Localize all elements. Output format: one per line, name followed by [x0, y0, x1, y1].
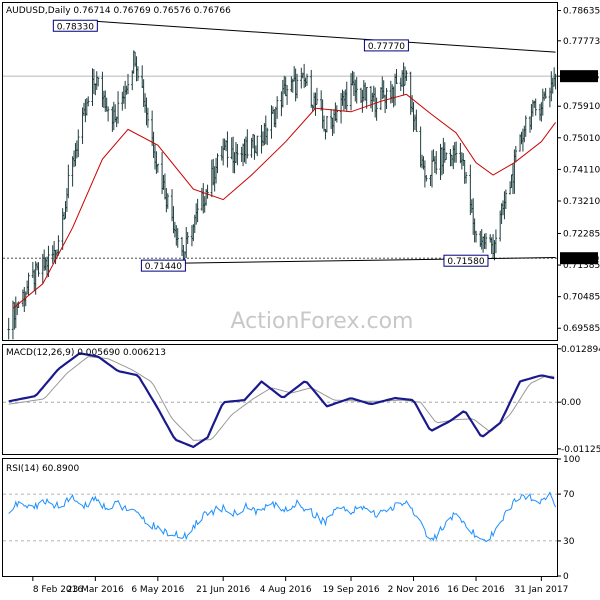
- macd-panel-title: MACD(12,26,9) 0.005690 0.006213: [6, 348, 166, 358]
- macd-y-tick-label: 0.00: [561, 398, 581, 408]
- trendline-resistance: [95, 20, 556, 53]
- x-tick-label: 21 Jun 2016: [196, 585, 250, 595]
- rsi-panel-frame: [2, 458, 558, 577]
- rsi-y-tick-label: 100: [563, 455, 580, 465]
- macd-panel-frame: [2, 344, 558, 455]
- macd-y-tick-label: -0.011253: [561, 445, 600, 455]
- annotation-label: 0.77770: [368, 42, 405, 52]
- x-tick-label: 2 Nov 2016: [388, 585, 440, 595]
- rsi-y-tick-label: 70: [563, 490, 575, 500]
- rsi-y-tick-label: 0: [563, 572, 569, 582]
- x-tick-label: 6 May 2016: [131, 585, 184, 595]
- moving-average-line: [12, 93, 557, 309]
- price-y-tick-label: 0.73210: [563, 197, 600, 207]
- price-y-tick-label: 0.71385: [563, 261, 600, 271]
- price-y-tick-label: 0.74110: [563, 165, 600, 175]
- macd-line: [8, 352, 555, 449]
- x-tick-label: 31 Jan 2017: [514, 585, 568, 595]
- x-tick-label: 4 Aug 2016: [260, 585, 312, 595]
- annotation-box: [52, 19, 98, 32]
- rsi-panel-title: RSI(14) 60.8900: [6, 464, 79, 474]
- rsi-y-tick-label: 30: [563, 537, 575, 547]
- price-panel-title: AUDUSD,Daily 0.76714 0.76769 0.76576 0.7…: [6, 6, 231, 16]
- price-y-tick-label: 0.75910: [563, 102, 600, 112]
- x-tick-label: 8 Feb 2016: [33, 585, 84, 595]
- current-price-badge: [560, 70, 598, 83]
- annotation-box: [140, 259, 186, 272]
- annotation-label: 0.71580: [447, 257, 484, 267]
- rsi-line: [8, 491, 557, 543]
- support-level-badge: [560, 252, 598, 265]
- current-price-label: 0.76766: [562, 73, 599, 83]
- price-panel-frame: [2, 2, 558, 341]
- annotation-label: 0.78330: [57, 22, 94, 32]
- trendline-support: [183, 257, 556, 264]
- support-level-label: 0.71580: [562, 255, 599, 265]
- price-y-tick-label: 0.77773: [563, 37, 600, 47]
- price-y-tick-label: 0.69585: [563, 324, 600, 334]
- watermark: ActionForex.com: [231, 309, 414, 334]
- price-y-tick-label: 0.75010: [563, 134, 600, 144]
- ohlc-bars: [7, 50, 557, 340]
- annotation-box: [363, 39, 409, 52]
- macd-panel: 0.012894 0.00 -0.011253: [3, 345, 600, 455]
- price-panel: 0.78330 0.77770 0.71440 0.71580 0.69585 0.704…: [3, 7, 600, 340]
- price-y-tick-label: 0.78635: [563, 7, 600, 17]
- rsi-panel: 100 70 30 0: [3, 455, 580, 582]
- price-y-tick-label: 0.70485: [563, 293, 600, 303]
- macd-y-tick-label: 0.012894: [561, 345, 600, 355]
- x-tick-label: 16 Dec 2016: [447, 585, 505, 595]
- x-tick-label: 19 Sep 2016: [323, 585, 380, 595]
- x-tick-label: 23 Mar 2016: [67, 585, 124, 595]
- annotation-label: 0.71440: [145, 262, 182, 272]
- price-y-tick-label: 0.72285: [563, 229, 600, 239]
- annotation-box: [443, 254, 489, 267]
